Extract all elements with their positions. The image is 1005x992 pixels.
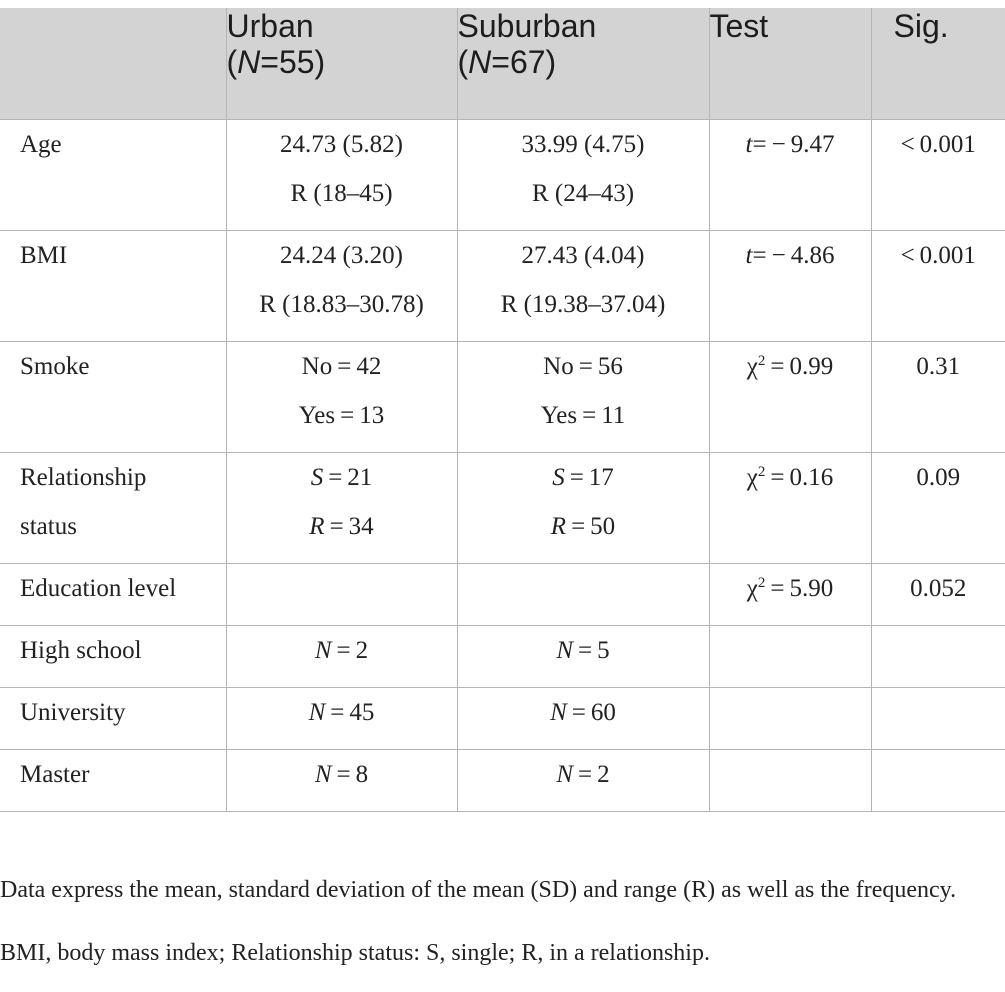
row-label: Smoke [0, 340, 227, 453]
header-sig: Sig. [870, 8, 1005, 120]
suburban-cell: S = 17 R = 50 [456, 451, 710, 564]
sig-cell [870, 624, 1005, 688]
test-cell: χ2 = 0.16 [708, 451, 872, 564]
header-row: Urban (N=55) Suburban (N=67) Test Sig. [0, 8, 1005, 120]
header-suburban-title: Suburban [457, 8, 597, 44]
urban-cell: N = 2 [225, 624, 458, 688]
sig-cell [870, 686, 1005, 750]
header-test: Test [708, 8, 872, 120]
table-row-high-school: High school N = 2 N = 5 [0, 624, 1005, 688]
row-label: Relationship status [0, 451, 227, 564]
test-cell: χ2 = 0.99 [708, 340, 872, 453]
row-label: Master [0, 748, 227, 812]
header-urban-title: Urban [226, 8, 314, 44]
urban-cell: 24.73 (5.82) R (18–45) [225, 118, 458, 231]
suburban-cell: N = 60 [456, 686, 710, 750]
table-row-smoke: Smoke No = 42 Yes = 13 No = 56 Yes = 11 … [0, 340, 1005, 453]
test-cell: t= − 9.47 [708, 118, 872, 231]
test-cell: t= − 4.86 [708, 229, 872, 342]
footnote-abbreviations: BMI, body mass index; Relationship statu… [0, 940, 710, 966]
table-row-bmi: BMI 24.24 (3.20) R (18.83–30.78) 27.43 (… [0, 229, 1005, 342]
sig-cell: 0.09 [870, 451, 1005, 564]
urban-cell: No = 42 Yes = 13 [225, 340, 458, 453]
suburban-cell [456, 562, 710, 626]
header-suburban: Suburban (N=67) [456, 8, 710, 120]
header-empty [0, 8, 227, 120]
table-row-age: Age 24.73 (5.82) R (18–45) 33.99 (4.75) … [0, 118, 1005, 231]
suburban-cell: 27.43 (4.04) R (19.38–37.04) [456, 229, 710, 342]
urban-cell: N = 8 [225, 748, 458, 812]
test-cell: χ2 = 5.90 [708, 562, 872, 626]
sig-cell: 0.31 [870, 340, 1005, 453]
row-label: High school [0, 624, 227, 688]
suburban-cell: N = 5 [456, 624, 710, 688]
footnote-data-description: Data express the mean, standard deviatio… [0, 877, 957, 903]
suburban-cell: N = 2 [456, 748, 710, 812]
test-cell [708, 624, 872, 688]
urban-cell: 24.24 (3.20) R (18.83–30.78) [225, 229, 458, 342]
sig-cell: 0.052 [870, 562, 1005, 626]
demographics-table: Urban (N=55) Suburban (N=67) Test Sig. A… [0, 8, 1005, 812]
urban-cell: S = 21 R = 34 [225, 451, 458, 564]
sig-cell: < 0.001 [870, 229, 1005, 342]
header-urban-n: (N=55) [226, 44, 326, 80]
test-cell [708, 748, 872, 812]
table-row-education-level: Education level χ2 = 5.90 0.052 [0, 562, 1005, 626]
urban-cell [225, 562, 458, 626]
table-row-relationship-status: Relationship status S = 21 R = 34 S = 17… [0, 451, 1005, 564]
header-suburban-n: (N=67) [457, 44, 557, 80]
sig-cell: < 0.001 [870, 118, 1005, 231]
row-label: Education level [0, 562, 227, 626]
test-cell [708, 686, 872, 750]
urban-cell: N = 45 [225, 686, 458, 750]
row-label: University [0, 686, 227, 750]
suburban-cell: No = 56 Yes = 11 [456, 340, 710, 453]
header-urban: Urban (N=55) [225, 8, 458, 120]
table-row-university: University N = 45 N = 60 [0, 686, 1005, 750]
row-label: BMI [0, 229, 227, 342]
table-row-master: Master N = 8 N = 2 [0, 748, 1005, 812]
sig-cell [870, 748, 1005, 812]
suburban-cell: 33.99 (4.75) R (24–43) [456, 118, 710, 231]
row-label: Age [0, 118, 227, 231]
